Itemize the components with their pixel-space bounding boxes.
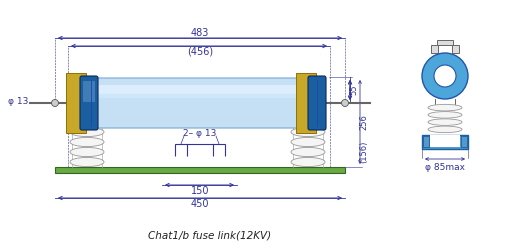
Text: 256: 256	[359, 114, 369, 130]
Bar	[422, 135, 468, 149]
Bar	[437, 40, 453, 45]
Ellipse shape	[428, 112, 462, 118]
Text: φ 85max: φ 85max	[425, 163, 465, 172]
Circle shape	[342, 99, 348, 106]
FancyBboxPatch shape	[87, 78, 313, 128]
FancyBboxPatch shape	[308, 76, 326, 130]
Text: 55: 55	[349, 85, 358, 95]
Text: (156): (156)	[359, 141, 369, 163]
Circle shape	[51, 99, 58, 106]
Ellipse shape	[291, 157, 325, 167]
FancyBboxPatch shape	[80, 76, 98, 130]
Text: 483: 483	[191, 28, 209, 38]
Bar	[423, 136, 429, 147]
Bar	[461, 136, 467, 147]
FancyBboxPatch shape	[83, 81, 95, 102]
FancyBboxPatch shape	[97, 85, 303, 98]
Bar	[431, 45, 438, 53]
Text: (456): (456)	[187, 47, 213, 57]
Ellipse shape	[428, 126, 462, 133]
Ellipse shape	[70, 127, 104, 137]
Ellipse shape	[70, 137, 104, 147]
Circle shape	[422, 53, 468, 99]
Ellipse shape	[291, 127, 325, 137]
Ellipse shape	[291, 147, 325, 156]
Circle shape	[434, 65, 456, 87]
Bar	[55, 167, 345, 173]
Bar	[296, 73, 316, 133]
Ellipse shape	[70, 147, 104, 156]
Bar	[452, 45, 459, 53]
Ellipse shape	[428, 119, 462, 125]
Text: 150: 150	[191, 186, 209, 196]
Text: φ 13: φ 13	[8, 97, 29, 106]
Ellipse shape	[291, 137, 325, 147]
Bar	[66, 73, 86, 133]
Text: 2– φ 13: 2– φ 13	[184, 128, 217, 137]
Bar	[430, 135, 460, 147]
Text: Chat1/b fuse link(12KV): Chat1/b fuse link(12KV)	[148, 230, 271, 240]
Ellipse shape	[70, 157, 104, 167]
Ellipse shape	[428, 104, 462, 111]
Text: 450: 450	[191, 199, 209, 209]
FancyBboxPatch shape	[97, 85, 303, 94]
